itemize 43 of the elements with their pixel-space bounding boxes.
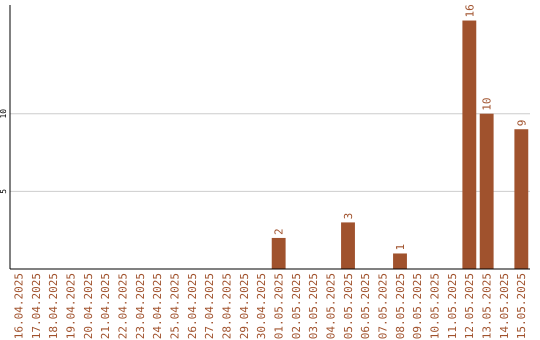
x-tick-label: 03.05.2025 [307,273,320,340]
x-tick-label: 07.05.2025 [376,273,390,340]
x-tick-label: 09.05.2025 [411,273,424,340]
data-label: 16 [463,4,476,18]
x-tick-label: 22.04.2025 [116,273,130,340]
data-label: 2 [272,228,286,235]
data-label: 9 [515,120,528,126]
x-tick-label: 17.04.2025 [30,273,43,340]
data-label: 3 [342,212,355,220]
bar [393,253,407,269]
bar [480,114,494,269]
y-tick-label: 5 [0,188,8,194]
x-tick-label: 18.04.2025 [47,273,60,340]
x-tick-label: 08.05.2025 [394,273,407,340]
x-tick-label: 24.04.2025 [151,273,164,340]
x-tick-label: 21.04.2025 [99,273,112,340]
x-tick-label: 14.05.2025 [498,273,511,340]
x-tick-label: 30.04.2025 [255,273,268,340]
x-tick-label: 04.05.2025 [324,273,338,340]
bar [514,129,528,269]
x-tick-label: 02.05.2025 [290,273,303,340]
x-tick-label: 05.05.2025 [342,273,355,340]
x-tick-label: 10.05.2025 [428,273,442,340]
x-tick-label: 11.05.2025 [446,273,459,340]
data-label: 1 [394,244,407,250]
x-tick-label: 26.04.2025 [186,273,199,340]
x-tick-label: 16.04.2025 [12,273,26,340]
x-tick-label: 01.05.2025 [272,273,286,340]
x-tick-label: 13.05.2025 [480,273,494,340]
bar [341,222,355,269]
data-label: 10 [480,97,494,111]
x-tick-label: 15.05.2025 [515,273,528,340]
bar [462,20,476,269]
x-tick-label: 27.04.2025 [203,273,216,340]
x-tick-label: 23.04.2025 [134,273,147,340]
x-tick-label: 29.04.2025 [238,273,251,340]
x-tick-label: 19.04.2025 [64,273,78,340]
x-tick-label: 28.04.2025 [220,273,234,340]
x-tick-label: 25.04.2025 [168,273,182,340]
x-tick-label: 06.05.2025 [359,273,372,340]
x-tick-label: 20.04.2025 [82,273,95,340]
bar [272,238,286,269]
x-tick-label: 12.05.2025 [463,273,476,340]
